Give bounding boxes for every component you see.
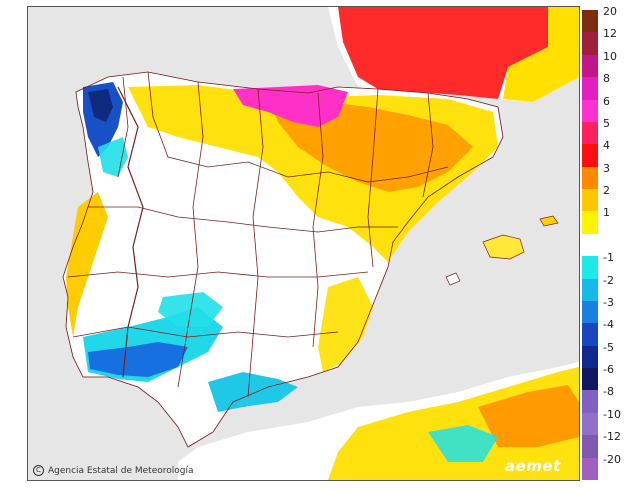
legend-label: -6 — [603, 363, 614, 377]
legend-label: 1 — [603, 206, 610, 220]
credit: C Agencia Estatal de Meteorología — [33, 465, 194, 476]
mallorca — [482, 234, 525, 260]
legend-swatch — [582, 211, 598, 235]
anomaly-south-coast-warm — [318, 277, 373, 372]
legend-swatch — [582, 412, 598, 436]
legend-label: -20 — [603, 452, 621, 466]
ibiza — [445, 272, 461, 286]
legend-label: 8 — [603, 72, 610, 86]
anomaly-galicia-cyan — [98, 137, 128, 177]
legend-label: -2 — [603, 273, 614, 287]
copyright-icon: C — [33, 465, 44, 476]
map-canvas — [62, 7, 579, 480]
legend-swatch — [582, 99, 598, 123]
menorca — [539, 215, 559, 227]
anomaly-andalusia-cyan — [158, 292, 223, 327]
legend-swatch — [582, 121, 598, 145]
legend-label: -4 — [603, 318, 614, 332]
anomaly-galicia-dark — [88, 89, 113, 122]
legend-label: -5 — [603, 340, 614, 354]
legend-label: 2 — [603, 184, 610, 198]
legend-swatch — [582, 10, 598, 33]
anomaly-africa-warm — [328, 367, 579, 480]
credit-text: Agencia Estatal de Meteorología — [48, 466, 194, 476]
legend-label: 10 — [603, 49, 617, 63]
anomaly-portugal-coast — [66, 192, 108, 337]
legend-swatch — [582, 323, 598, 347]
anomaly-africa-orange — [478, 385, 579, 447]
legend-swatch — [582, 144, 598, 168]
legend-swatch — [582, 54, 598, 78]
legend-swatch — [582, 435, 598, 459]
temperature-anomaly-map — [27, 6, 580, 481]
legend-swatch — [582, 345, 598, 369]
legend-label: -3 — [603, 295, 614, 309]
legend-swatch — [582, 256, 598, 280]
anomaly-north-africa-cold — [428, 425, 498, 462]
legend-label: 5 — [603, 116, 610, 130]
anomaly-east-france-yellow — [503, 7, 579, 102]
anomaly-pyrenees-magenta — [233, 85, 348, 127]
anomaly-malaga-cold — [208, 372, 298, 412]
legend-swatch — [582, 189, 598, 212]
legend-label: 12 — [603, 27, 617, 41]
portugal-border — [117, 86, 144, 378]
anomaly-france-red — [338, 7, 548, 99]
legend-swatch — [582, 368, 598, 391]
legend-label: 3 — [603, 161, 610, 175]
legend-label: -12 — [603, 430, 621, 444]
brand-logo: aemet — [505, 457, 561, 475]
legend-label: -10 — [603, 407, 621, 421]
legend-label: 4 — [603, 139, 610, 153]
anomaly-southwest-blue — [88, 342, 188, 377]
legend-swatch — [582, 233, 598, 257]
legend-swatch — [582, 32, 598, 56]
legend-swatch — [582, 166, 598, 190]
legend-swatch — [582, 300, 598, 324]
legend-swatch — [582, 278, 598, 302]
province-borders — [62, 71, 504, 448]
legend-label: -1 — [603, 251, 614, 265]
color-legend: 20 12 10 8 6 5 4 3 2 1 -1 -2 -3 -4 -5 -6 -8 -10 -12 -20 — [582, 6, 630, 481]
legend-swatch — [582, 457, 598, 481]
legend-label: 6 — [603, 94, 610, 108]
legend-swatch — [582, 390, 598, 414]
legend-label: 20 — [603, 5, 617, 18]
legend-swatch — [582, 77, 598, 101]
legend-label: -8 — [603, 385, 614, 399]
